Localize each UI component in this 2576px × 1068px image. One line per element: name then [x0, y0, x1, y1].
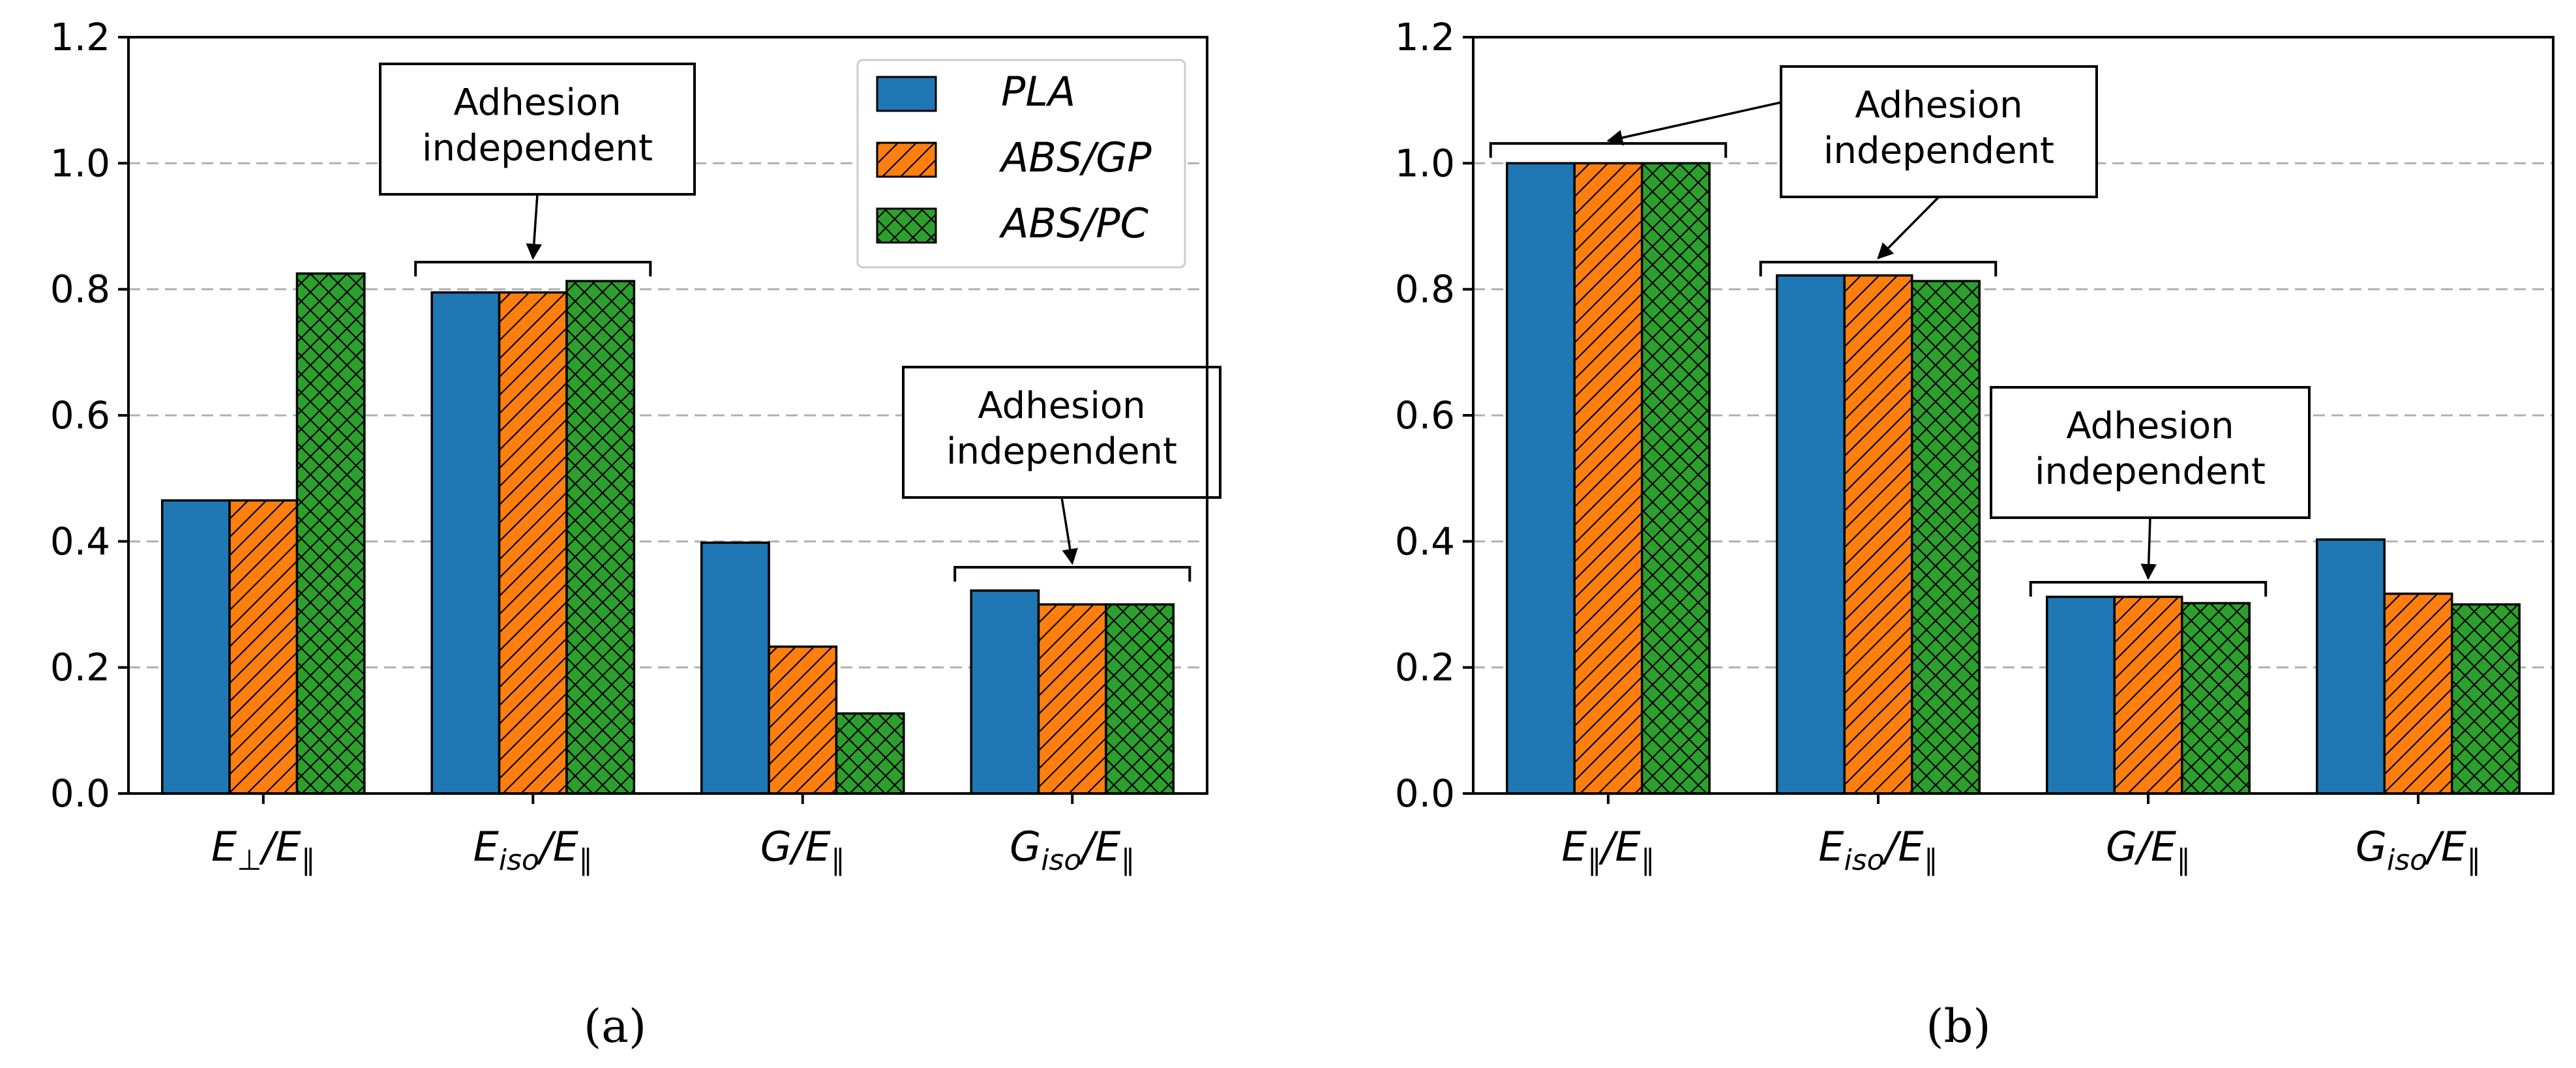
bar-absgp: [1843, 274, 1913, 795]
legend: PLA ABS/GP ABS/PC: [856, 59, 1186, 269]
bar-pla: [2046, 595, 2116, 795]
annotation-bracket: [953, 566, 1191, 582]
bar-absgp: [1573, 162, 1643, 795]
bar-abspc: [2451, 603, 2521, 795]
bar-pla: [2316, 538, 2386, 795]
bar-absgp: [768, 645, 838, 795]
bar-abspc: [1641, 162, 1711, 795]
annotation-arrow: [1606, 101, 1782, 146]
panel-a-bars: [160, 272, 1175, 795]
annotation-text: Adhesion: [978, 385, 1145, 427]
x-tick-label: G/E∥: [2106, 823, 2191, 877]
legend-label-absgp: ABS/GP: [998, 134, 1152, 181]
panel-a-x-ticks: E⊥/E∥ Eiso/E∥ G/E∥ Giso/E∥: [211, 794, 1135, 877]
bar-absgp: [2113, 595, 2183, 795]
bar-abspc: [295, 272, 366, 795]
y-tick-label: 0.0: [1395, 771, 1455, 816]
legend-swatch-pla: [876, 76, 937, 112]
bar-pla: [700, 541, 770, 795]
y-tick-label: 0.6: [1395, 393, 1455, 438]
annotation-text: Adhesion: [2066, 405, 2234, 447]
panel-b-y-ticks: 0.0 0.2 0.4 0.6 0.8 1.0 1.2: [1395, 15, 1473, 816]
x-tick-label: Giso/E∥: [2356, 823, 2481, 877]
bar-absgp: [228, 499, 299, 795]
bar-abspc: [1105, 603, 1175, 795]
bar-pla: [970, 589, 1040, 795]
legend-swatch-abspc: [876, 207, 937, 244]
legend-swatch-absgp: [876, 141, 937, 178]
panel-b-bars: [1506, 162, 2521, 795]
annotation-arrow: [526, 194, 542, 260]
y-tick-label: 0.4: [1395, 519, 1455, 563]
annotation-bracket: [2029, 581, 2268, 597]
y-tick-label: 1.0: [50, 141, 110, 185]
annotation-bracket: [1489, 142, 1728, 158]
y-tick-label: 1.0: [1395, 141, 1455, 185]
bar-pla: [1506, 162, 1576, 795]
x-tick-label: E∥/E∥: [1561, 823, 1655, 877]
x-tick-label: Giso/E∥: [1010, 823, 1135, 877]
y-tick-label: 0.2: [50, 645, 110, 690]
annotation-text: Adhesion: [1855, 84, 2022, 126]
legend-frame: [856, 59, 1186, 269]
annotation-text: independent: [1823, 130, 2054, 172]
annotation-box: [1780, 65, 2098, 198]
annotation-bracket: [414, 261, 652, 276]
bar-abspc: [835, 712, 905, 795]
annotation-text: independent: [422, 127, 653, 170]
y-tick-label: 0.6: [50, 393, 110, 438]
panel-b-x-ticks: E∥/E∥ Eiso/E∥ G/E∥ Giso/E∥: [1561, 794, 2481, 877]
panel-a-label: (a): [584, 1000, 646, 1053]
annotation-arrow: [1060, 497, 1078, 565]
annotation-bracket: [1759, 261, 1998, 276]
annotation-arrow: [2140, 517, 2157, 580]
legend-label-pla: PLA: [1001, 68, 1075, 115]
bar-abspc: [565, 280, 636, 795]
y-tick-label: 0.0: [50, 771, 110, 816]
annotation-text: Adhesion: [453, 82, 621, 124]
bar-absgp: [2383, 592, 2453, 795]
bar-pla: [160, 499, 231, 795]
y-tick-label: 0.2: [1395, 645, 1455, 690]
annotation-text: independent: [2035, 451, 2266, 493]
y-tick-label: 0.4: [50, 519, 110, 563]
y-tick-label: 0.8: [1395, 267, 1455, 312]
bar-abspc: [1911, 280, 1981, 795]
panel-a-y-ticks: 0.0 0.2 0.4 0.6 0.8 1.0 1.2: [50, 15, 128, 816]
y-tick-label: 0.8: [50, 267, 110, 312]
legend-label-abspc: ABS/PC: [998, 200, 1149, 247]
panel-b-label: (b): [1926, 1000, 1990, 1053]
x-tick-label: G/E∥: [760, 823, 845, 877]
annotation-box: [902, 366, 1221, 499]
bar-absgp: [498, 291, 568, 795]
x-tick-label: E⊥/E∥: [211, 823, 316, 877]
annotation-box: [1990, 386, 2311, 519]
annotation-text: independent: [946, 430, 1177, 473]
x-tick-label: Eiso/E∥: [473, 823, 593, 877]
bar-pla: [430, 291, 501, 795]
y-tick-label: 1.2: [50, 15, 110, 59]
x-tick-label: Eiso/E∥: [1818, 823, 1938, 877]
bar-absgp: [1037, 603, 1107, 795]
bar-pla: [1776, 274, 1846, 795]
annotation-arrow: [1877, 196, 1940, 260]
annotation-box: [379, 63, 696, 196]
bar-abspc: [2181, 602, 2251, 795]
y-tick-label: 1.2: [1395, 15, 1455, 59]
